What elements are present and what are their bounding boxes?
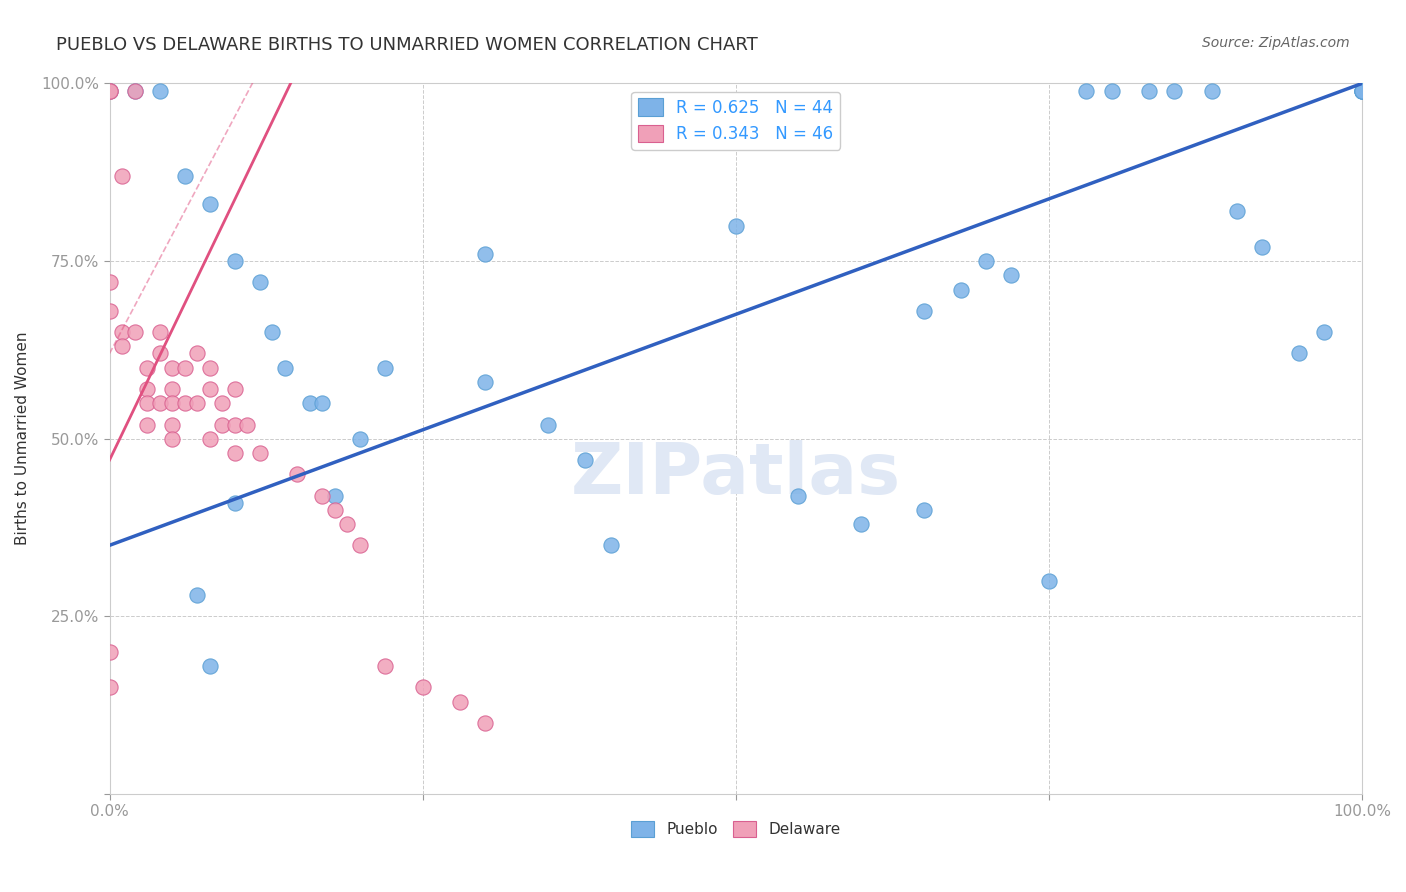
Point	[160, 382, 183, 396]
Point	[149, 396, 172, 410]
Y-axis label: Births to Unmarried Women: Births to Unmarried Women	[15, 332, 30, 546]
Point	[198, 197, 221, 211]
Point	[1137, 84, 1160, 98]
Point	[724, 219, 747, 233]
Point	[323, 503, 346, 517]
Point	[1226, 204, 1249, 219]
Point	[1038, 574, 1060, 588]
Point	[173, 169, 195, 183]
Point	[98, 84, 121, 98]
Point	[950, 283, 973, 297]
Point	[974, 254, 997, 268]
Point	[787, 489, 810, 503]
Point	[1288, 346, 1310, 360]
Point	[1351, 84, 1374, 98]
Point	[224, 382, 246, 396]
Point	[474, 375, 496, 389]
Point	[149, 325, 172, 339]
Point	[224, 446, 246, 460]
Point	[98, 276, 121, 290]
Point	[98, 84, 121, 98]
Point	[98, 681, 121, 695]
Point	[262, 325, 284, 339]
Point	[298, 396, 321, 410]
Point	[1163, 84, 1185, 98]
Point	[1313, 325, 1336, 339]
Point	[236, 417, 259, 432]
Point	[124, 84, 146, 98]
Point	[336, 516, 359, 531]
Point	[249, 446, 271, 460]
Point	[186, 396, 208, 410]
Point	[136, 396, 159, 410]
Point	[349, 538, 371, 552]
Point	[136, 417, 159, 432]
Point	[474, 247, 496, 261]
Point	[912, 303, 935, 318]
Point	[574, 453, 596, 467]
Text: ZIPatlas: ZIPatlas	[571, 440, 901, 508]
Text: Source: ZipAtlas.com: Source: ZipAtlas.com	[1202, 36, 1350, 50]
Point	[98, 303, 121, 318]
Point	[287, 467, 309, 482]
Point	[849, 516, 872, 531]
Point	[124, 84, 146, 98]
Point	[124, 325, 146, 339]
Point	[198, 360, 221, 375]
Point	[1351, 84, 1374, 98]
Point	[111, 339, 134, 353]
Point	[1250, 240, 1272, 254]
Point	[474, 715, 496, 730]
Point	[186, 346, 208, 360]
Point	[149, 346, 172, 360]
Point	[224, 496, 246, 510]
Point	[599, 538, 621, 552]
Point	[311, 489, 333, 503]
Point	[374, 360, 396, 375]
Point	[349, 432, 371, 446]
Point	[173, 396, 195, 410]
Point	[173, 360, 195, 375]
Legend: Pueblo, Delaware: Pueblo, Delaware	[626, 815, 846, 843]
Point	[1351, 84, 1374, 98]
Point	[136, 382, 159, 396]
Point	[224, 254, 246, 268]
Text: PUEBLO VS DELAWARE BIRTHS TO UNMARRIED WOMEN CORRELATION CHART: PUEBLO VS DELAWARE BIRTHS TO UNMARRIED W…	[56, 36, 758, 54]
Point	[1101, 84, 1123, 98]
Point	[198, 659, 221, 673]
Point	[1201, 84, 1223, 98]
Point	[1351, 84, 1374, 98]
Point	[537, 417, 560, 432]
Point	[274, 360, 297, 375]
Point	[160, 417, 183, 432]
Point	[323, 489, 346, 503]
Point	[160, 432, 183, 446]
Point	[249, 276, 271, 290]
Point	[111, 169, 134, 183]
Point	[136, 360, 159, 375]
Point	[311, 396, 333, 410]
Point	[412, 681, 434, 695]
Point	[211, 417, 233, 432]
Point	[186, 588, 208, 602]
Point	[912, 503, 935, 517]
Point	[211, 396, 233, 410]
Point	[98, 84, 121, 98]
Point	[198, 432, 221, 446]
Point	[111, 325, 134, 339]
Point	[160, 396, 183, 410]
Point	[98, 645, 121, 659]
Point	[198, 382, 221, 396]
Point	[160, 360, 183, 375]
Point	[374, 659, 396, 673]
Point	[149, 84, 172, 98]
Point	[1076, 84, 1098, 98]
Point	[449, 695, 471, 709]
Point	[224, 417, 246, 432]
Point	[1000, 268, 1022, 283]
